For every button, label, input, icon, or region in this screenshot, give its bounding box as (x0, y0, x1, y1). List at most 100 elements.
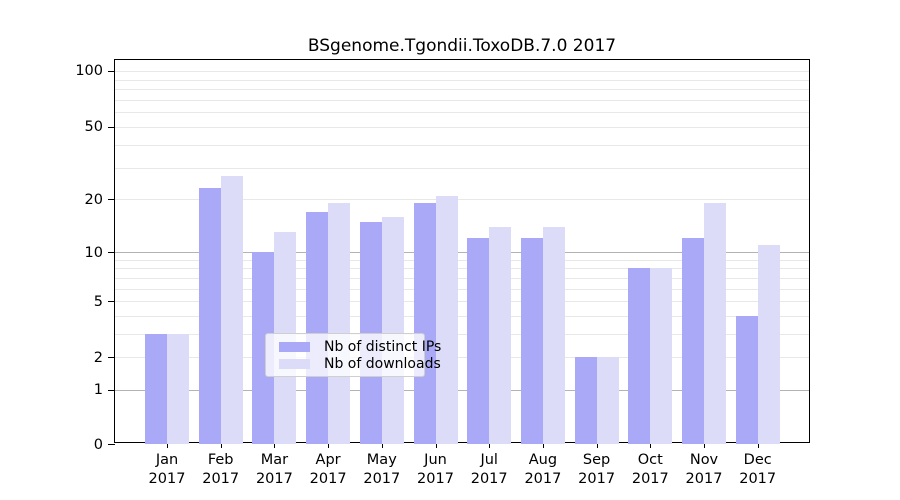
x-tick-label-month: Apr (315, 452, 341, 468)
y-gridline-100 (115, 70, 809, 72)
y-tick-label: 20 (84, 191, 103, 208)
bar-downloads (220, 175, 243, 444)
x-tick-label-year: 2017 (470, 471, 508, 487)
y-gridline-40 (115, 144, 809, 146)
y-tick-mark (108, 389, 115, 391)
x-tick-mark (489, 442, 491, 448)
y-tick-mark (108, 126, 115, 128)
x-tick-label-month: Dec (743, 452, 772, 468)
bar-distinct-ips (735, 316, 758, 444)
y-gridline-5 (115, 301, 809, 303)
y-gridline-2 (115, 357, 809, 359)
y-gridline-70 (115, 99, 809, 101)
y-gridline-9 (115, 259, 809, 261)
y-gridline-30 (115, 167, 809, 169)
bar-downloads (435, 195, 458, 444)
bar-distinct-ips (413, 203, 436, 444)
y-gridline-90 (115, 79, 809, 81)
x-tick-mark (757, 442, 759, 448)
x-tick-label-year: 2017 (578, 471, 616, 487)
y-tick-mark (108, 70, 115, 72)
x-tick-label-month: Oct (637, 452, 663, 468)
y-tick-label: 2 (93, 349, 103, 366)
y-gridline-20 (115, 199, 809, 201)
y-gridline-60 (115, 112, 809, 114)
x-tick-mark (542, 442, 544, 448)
x-tick-label-month: Mar (260, 452, 289, 468)
legend-label: Nb of downloads (324, 355, 441, 372)
x-tick-label-year: 2017 (685, 471, 723, 487)
y-gridline-10 (115, 252, 809, 254)
legend: Nb of distinct IPs Nb of downloads (265, 333, 441, 377)
x-tick-label: Jul 2017 (461, 451, 517, 489)
bar-downloads (596, 357, 619, 444)
legend-item: Nb of downloads (279, 356, 441, 372)
y-tick-label: 0 (93, 436, 103, 453)
bar-distinct-ips (682, 238, 704, 444)
x-tick-label-year: 2017 (631, 471, 669, 487)
x-tick-label-month: May (366, 452, 397, 468)
bar-downloads (489, 226, 512, 444)
x-tick-label-month: Nov (689, 452, 719, 468)
y-tick-label: 10 (84, 244, 103, 261)
x-tick-label: Sep 2017 (569, 451, 625, 489)
x-tick-label: May 2017 (354, 451, 410, 489)
y-gridline-4 (115, 316, 809, 318)
bar-distinct-ips (252, 252, 275, 444)
y-gridline-8 (115, 268, 809, 270)
x-tick-label-year: 2017 (309, 471, 347, 487)
y-gridline-3 (115, 334, 809, 336)
bar-distinct-ips (628, 268, 651, 444)
legend-label: Nb of distinct IPs (324, 338, 442, 355)
y-tick-mark (108, 301, 115, 303)
bar-downloads (381, 216, 404, 444)
x-tick-label: Apr 2017 (300, 451, 356, 489)
x-tick-mark (596, 442, 598, 448)
x-tick-label-year: 2017 (363, 471, 401, 487)
y-gridline-7 (115, 278, 809, 279)
x-tick-label: Aug 2017 (515, 451, 571, 489)
x-tick-mark (328, 442, 330, 448)
chart-title: BSgenome.Tgondii.ToxoDB.7.0 2017 (307, 36, 617, 56)
bar-distinct-ips (467, 238, 490, 444)
x-tick-label-month: Sep (582, 452, 611, 468)
x-tick-mark (274, 442, 276, 448)
bar-downloads (704, 203, 726, 444)
bar-downloads (757, 245, 780, 444)
y-tick-mark (108, 252, 115, 254)
x-tick-label-month: Jun (424, 452, 447, 468)
y-tick-label: 100 (75, 63, 103, 80)
x-tick-label-month: Feb (207, 452, 234, 468)
y-tick-mark (108, 444, 115, 445)
bar-distinct-ips (574, 357, 597, 444)
x-tick-mark (220, 442, 222, 448)
x-tick-label-year: 2017 (148, 471, 186, 487)
x-tick-label-year: 2017 (202, 471, 240, 487)
x-tick-label: Jun 2017 (408, 451, 464, 489)
plot-area: 0 1 2 5 10 20 50 100 Jan 2017 Feb 2017 Mar 2017 Apr 201… (75, 59, 810, 487)
y-tick-label: 1 (93, 382, 103, 399)
bar-downloads (167, 334, 189, 444)
x-tick-mark (167, 442, 168, 448)
y-gridline-1 (115, 389, 809, 391)
bar-downloads (542, 226, 565, 444)
x-tick-label: Mar 2017 (246, 451, 302, 489)
x-tick-label: Jan 2017 (139, 451, 195, 489)
x-tick-label: Oct 2017 (622, 451, 678, 489)
x-tick-label: Nov 2017 (676, 451, 732, 489)
legend-swatch-distinct-ips (279, 341, 310, 352)
bar-downloads (328, 203, 351, 444)
y-gridline-50 (115, 126, 809, 128)
x-tick-label-month: Aug (528, 452, 558, 468)
x-tick-label-month: Jan (155, 452, 179, 468)
bar-distinct-ips (306, 211, 329, 444)
x-tick-label-year: 2017 (255, 471, 293, 487)
y-tick-mark (108, 199, 115, 201)
y-gridline-6 (115, 288, 809, 290)
bar-distinct-ips (520, 238, 543, 444)
y-tick-label: 5 (93, 293, 103, 310)
y-tick-mark (108, 357, 115, 359)
x-tick-label: Dec 2017 (730, 451, 786, 489)
x-tick-mark (435, 442, 437, 448)
